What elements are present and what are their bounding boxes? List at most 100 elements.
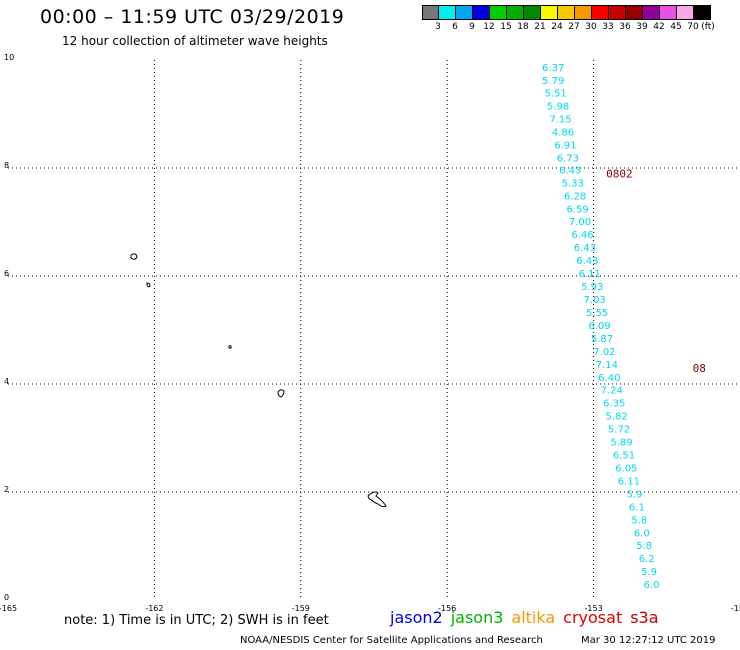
colorbar-swatch [558,5,575,20]
wave-height-value: 7.02 [593,347,615,358]
colorbar-label: 45 [670,22,682,32]
wave-height-value: 5.51 [544,89,566,100]
wave-height-value: 7.15 [549,115,571,126]
wave-height-value: 5.98 [547,102,569,113]
colorbar-label: 30 [585,22,597,32]
wave-height-value: 6.35 [603,399,625,410]
colorbar-swatch [524,5,541,20]
x-tick-label: -159 [292,604,310,613]
x-tick-label: -162 [145,604,163,613]
colorbar-label: (ft) [701,22,715,32]
colorbar-label: 3 [435,22,441,32]
x-tick-label: -153 [585,604,603,613]
x-tick-label: -150 [731,604,740,613]
wave-height-value: 5.93 [581,282,603,293]
colorbar-label: 21 [534,22,546,32]
legend-item-altika: altika [511,608,556,627]
x-tick-label: -156 [438,604,456,613]
wave-height-value: 5.87 [591,334,613,345]
legend-item-jason3: jason3 [450,608,504,627]
colorbar-label: 33 [602,22,614,32]
colorbar-label: 15 [500,22,512,32]
wave-height-value: 6.05 [615,463,637,474]
y-tick-label: 0 [4,593,9,602]
wave-height-value: 7.00 [569,217,591,228]
wave-height-value: 5.9 [641,567,657,578]
island-outline [277,389,285,398]
wave-height-value: 5.55 [586,308,608,319]
y-tick-label: 10 [4,53,14,62]
colorbar-label: 24 [551,22,563,32]
wave-height-value: 6.2 [639,554,655,565]
track-labels: 0802 08 [606,167,706,374]
island-outline [228,345,232,349]
generated-timestamp: Mar 30 12:27:12 UTC 2019 [581,635,716,646]
observations: 6.375.795.515.987.154.866.916.736.435.33… [542,63,659,591]
wave-height-value: 6.59 [566,204,588,215]
legend-item-jason2: jason2 [390,608,443,627]
y-tick-label: 8 [4,161,9,170]
colorbar-swatch [677,5,694,20]
x-tick-label: -165 [0,604,17,613]
wave-height-value: 5.8 [636,541,652,552]
colorbar-swatch [643,5,660,20]
wave-height-value: 6.91 [554,141,576,152]
wave-height-value: 6.37 [542,63,564,74]
colorbar-swatch [575,5,592,20]
wave-height-value: 6.40 [598,373,620,384]
wave-height-value: 5.89 [610,438,632,449]
wave-height-value: 5.72 [608,425,630,436]
colorbar-swatch [507,5,524,20]
island-outline [146,282,151,288]
axis-ticks: -165 -162 -159 -156 -153 -150 0 2 4 6 8 10 [0,53,740,613]
colorbar-swatch [541,5,558,20]
colorbar-label: 9 [469,22,475,32]
colorbar-label: 18 [517,22,529,32]
legend-item-cryosat: cryosat [563,608,623,627]
wave-height-value: 6.43 [574,243,596,254]
wave-height-value: 6.09 [588,321,610,332]
colorbar-label: 27 [568,22,580,32]
wave-height-value: 7.14 [596,360,618,371]
wave-height-value: 6.28 [564,191,586,202]
wave-height-value: 4.86 [552,128,574,139]
colorbar-label: 39 [636,22,648,32]
colorbar-label: 42 [653,22,665,32]
wave-height-value: 6.0 [644,580,660,591]
y-tick-label: 4 [4,377,9,386]
wave-height-colorbar [422,5,711,20]
note-text: note: 1) Time is in UTC; 2) SWH is in fe… [64,613,329,628]
colorbar-swatch [473,5,490,20]
wave-height-value: 6.43 [576,256,598,267]
wave-height-value: 6.73 [557,154,579,165]
colorbar-swatch [694,5,711,20]
map-title: 00:00 – 11:59 UTC 03/29/2019 [40,6,345,28]
track-time-label: 08 [693,362,706,375]
track-time-label: 0802 [606,167,633,180]
wave-height-value: 5.79 [542,76,564,87]
colorbar-swatch [422,5,439,20]
wave-height-value: 6.51 [613,451,635,462]
y-tick-label: 2 [4,485,9,494]
satellite-legend: jason2 jason3 altika cryosat s3a [390,608,667,627]
wave-height-value: 6.1 [629,502,645,513]
colorbar-swatch [456,5,473,20]
wave-height-value: 6.43 [559,165,581,176]
grid-lines [8,60,740,600]
wave-height-value: 5.33 [562,178,584,189]
legend-item-s3a: s3a [630,608,659,627]
wave-height-value: 5.8 [631,515,647,526]
island-outline [367,491,387,508]
colorbar-label: 70 [687,22,699,32]
wave-height-value: 7.24 [601,386,623,397]
island-outline [130,253,138,260]
wave-height-value: 5.9 [626,489,642,500]
colorbar-label: 36 [619,22,631,32]
colorbar-label: 6 [452,22,458,32]
colorbar-label: 12 [483,22,495,32]
colorbar-swatch [490,5,507,20]
wave-height-value: 6.11 [618,476,640,487]
y-tick-label: 6 [4,269,9,278]
credit-text: NOAA/NESDIS Center for Satellite Applica… [240,635,543,646]
island-outlines [130,253,387,508]
